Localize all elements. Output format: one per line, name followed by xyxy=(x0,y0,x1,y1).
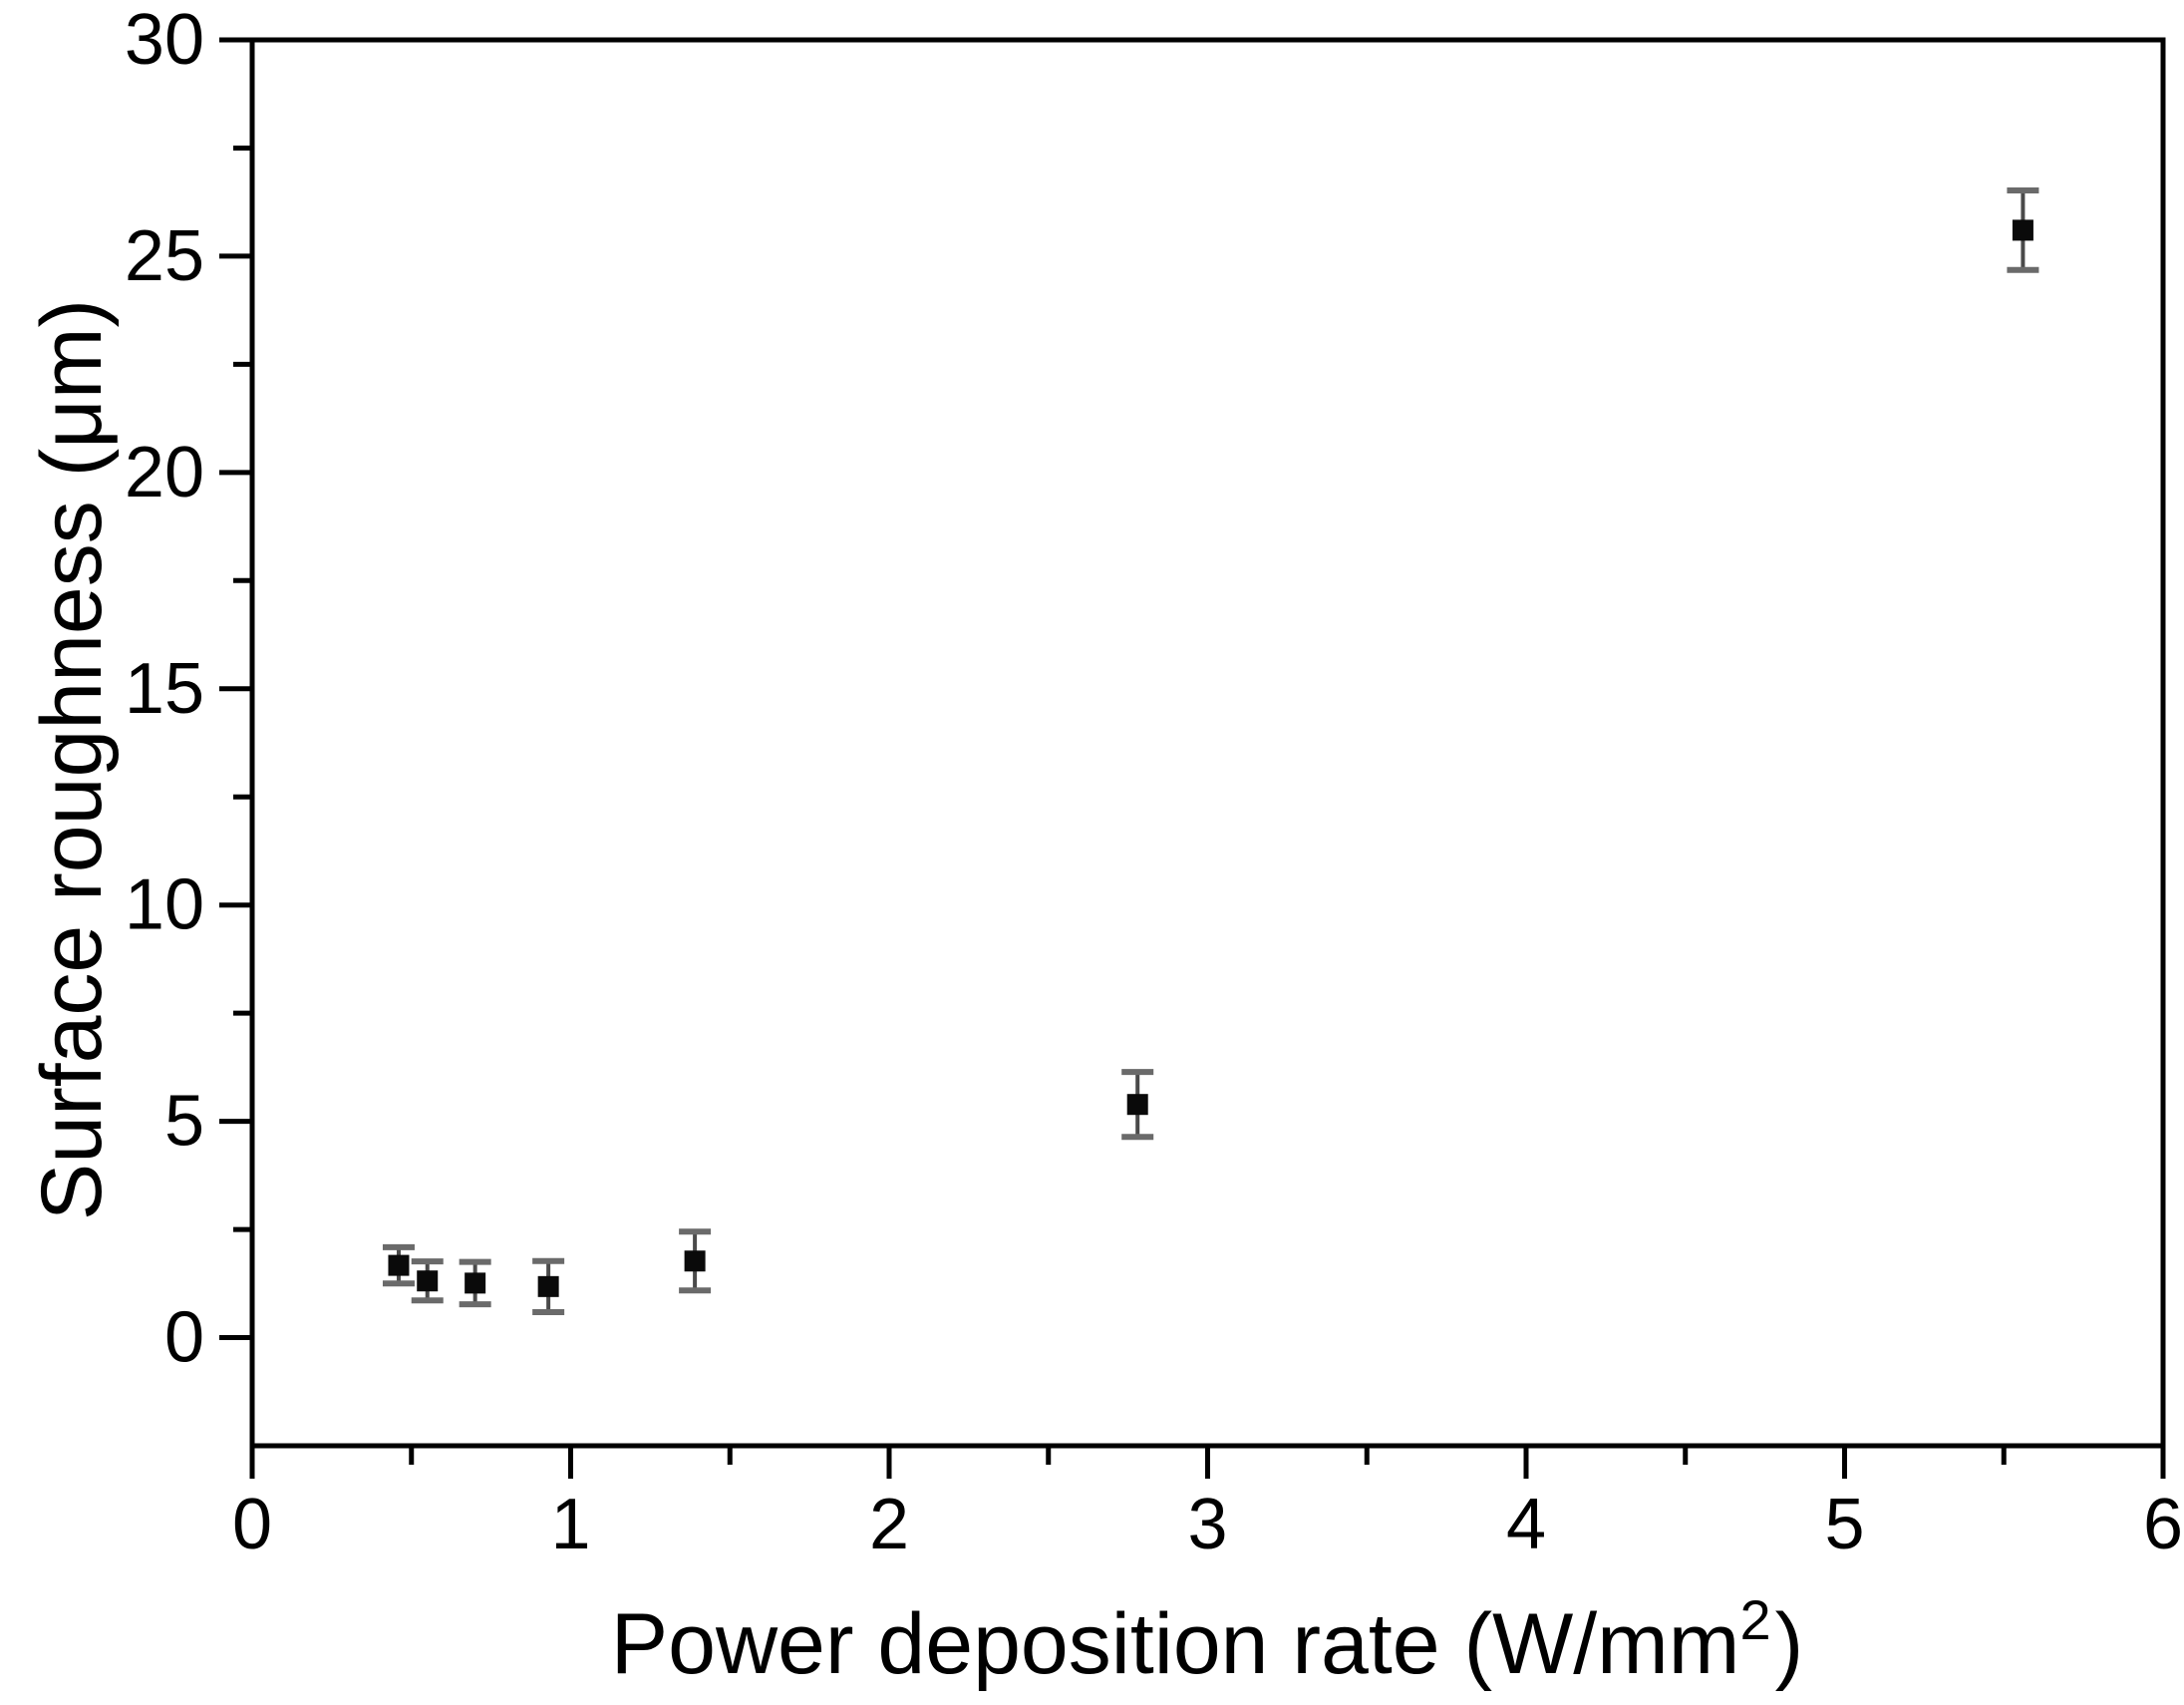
y-tick-label: 0 xyxy=(164,1298,204,1378)
data-point-marker xyxy=(417,1270,439,1292)
y-tick-label: 25 xyxy=(125,216,204,296)
y-tick-label: 30 xyxy=(125,0,204,80)
y-tick-label: 20 xyxy=(125,433,204,512)
x-axis-title: Power deposition rate (W/mm2) xyxy=(611,1592,1804,1688)
y-tick-label: 5 xyxy=(164,1082,204,1162)
y-tick-label: 10 xyxy=(125,865,204,945)
x-tick-label: 4 xyxy=(1506,1485,1546,1564)
y-tick-label: 15 xyxy=(125,649,204,729)
x-tick-label: 6 xyxy=(2143,1485,2183,1564)
data-point-marker xyxy=(465,1272,486,1294)
data-point-marker xyxy=(388,1254,410,1276)
x-axis-title-close: ) xyxy=(1774,1596,1804,1692)
data-point-marker xyxy=(1126,1094,1148,1116)
x-tick-label: 2 xyxy=(869,1485,909,1564)
x-tick-label: 0 xyxy=(232,1485,272,1564)
data-point-marker xyxy=(537,1275,559,1297)
data-point-marker xyxy=(2012,219,2033,241)
x-axis-title-main: Power deposition rate (W/mm xyxy=(610,1596,1740,1692)
y-axis-title: Surface roughness (μm) xyxy=(24,298,120,1221)
plot-frame xyxy=(249,37,2166,1449)
x-tick-label: 3 xyxy=(1187,1485,1227,1564)
data-point-marker xyxy=(684,1250,706,1272)
x-tick-label: 5 xyxy=(1824,1485,1864,1564)
x-axis-title-superscript: 2 xyxy=(1739,1588,1775,1651)
x-tick-label: 1 xyxy=(550,1485,590,1564)
